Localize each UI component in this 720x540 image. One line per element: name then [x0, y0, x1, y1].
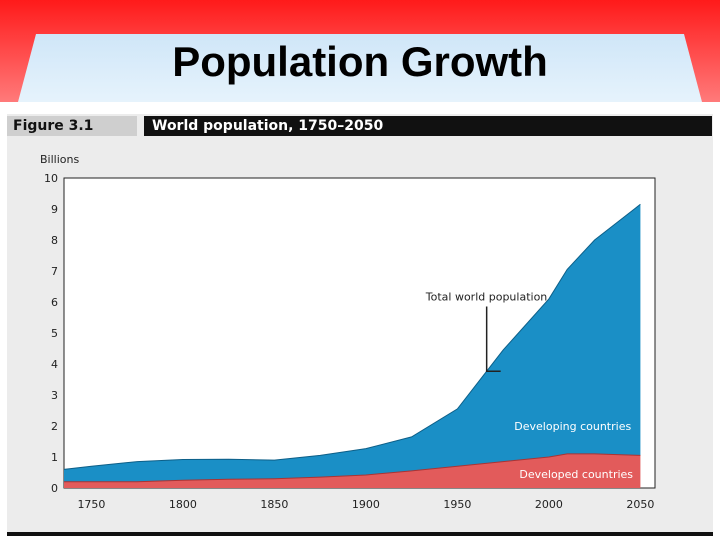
developed-countries-label: Developed countries — [519, 468, 633, 481]
x-tick-label: 1800 — [169, 498, 197, 511]
total-population-label: Total world population — [425, 290, 548, 303]
figure-panel: Figure 3.1 World population, 1750–2050 0… — [0, 104, 720, 540]
x-tick-label: 1750 — [77, 498, 105, 511]
y-tick-label: 8 — [51, 234, 58, 247]
total-population-leader-line — [485, 306, 501, 373]
slide-title: Population Growth — [172, 38, 548, 85]
x-tick-label: 2000 — [535, 498, 563, 511]
y-tick-label: 3 — [51, 389, 58, 402]
y-tick-label: 4 — [51, 358, 58, 371]
header-background — [0, 0, 720, 102]
x-tick-label: 1950 — [443, 498, 471, 511]
y-tick-label: 5 — [51, 327, 58, 340]
x-tick-label: 2050 — [626, 498, 654, 511]
y-tick-label: 1 — [51, 451, 58, 464]
y-tick-label: 2 — [51, 420, 58, 433]
population-chart: 0 1 2 3 4 5 6 7 8 9 10 1750 1800 1850 1900 1950 2000 2050… — [40, 153, 656, 511]
slide-header: Population Growth — [0, 0, 720, 102]
y-tick-label: 7 — [51, 265, 58, 278]
developed-countries-line — [64, 453, 641, 483]
developing-countries-area — [64, 204, 641, 482]
x-tick-label: 1850 — [260, 498, 288, 511]
developing-countries-label: Developing countries — [514, 420, 631, 433]
figure-title: World population, 1750–2050 — [144, 116, 712, 136]
x-tick-label: 1900 — [352, 498, 380, 511]
y-tick-label: 0 — [51, 482, 58, 495]
y-tick-label: 6 — [51, 296, 58, 309]
figure-number: Figure 3.1 — [7, 116, 137, 136]
total-population-line — [63, 203, 641, 470]
y-tick-label: 10 — [44, 172, 58, 185]
figure-bottom-bar — [7, 532, 713, 536]
y-axis-label: Billions — [40, 153, 79, 166]
y-tick-label: 9 — [51, 203, 58, 216]
